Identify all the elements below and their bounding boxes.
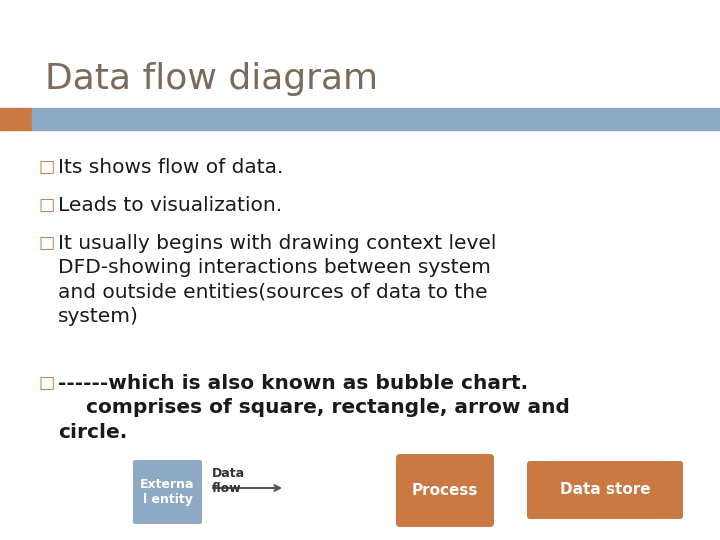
Text: □: □ [38,158,55,176]
Text: Its shows flow of data.: Its shows flow of data. [58,158,284,177]
Text: Data flow diagram: Data flow diagram [45,62,378,96]
Text: □: □ [38,234,55,252]
Text: It usually begins with drawing context level
DFD-showing interactions between sy: It usually begins with drawing context l… [58,234,496,326]
Text: Leads to visualization.: Leads to visualization. [58,196,282,215]
Text: □: □ [38,196,55,214]
Text: Data store: Data store [559,483,650,497]
FancyBboxPatch shape [396,454,494,527]
Bar [0,108,32,130]
Text: Externa
l entity: Externa l entity [140,477,194,507]
Text: Data
flow: Data flow [212,467,245,495]
Text: □: □ [38,374,55,392]
Bar [32,108,720,130]
Text: ------which is also known as bubble chart.
    comprises of square, rectangle, a: ------which is also known as bubble char… [58,374,570,442]
FancyBboxPatch shape [527,461,683,519]
FancyBboxPatch shape [133,460,202,524]
Text: Process: Process [412,483,478,498]
